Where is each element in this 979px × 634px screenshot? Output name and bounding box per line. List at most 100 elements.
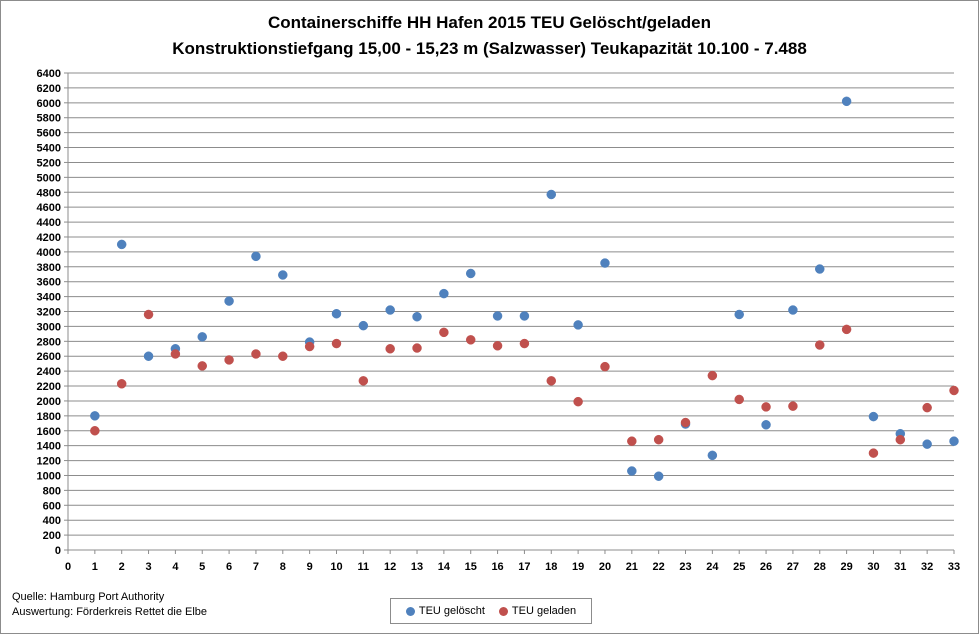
grid-lines (68, 72, 954, 536)
y-tick-label: 4800 (37, 187, 61, 199)
legend-label-geloescht: TEU gelöscht (418, 605, 485, 617)
x-tick-label: 5 (199, 561, 205, 573)
x-tick-label: 22 (653, 561, 665, 573)
data-point-geladen (224, 355, 234, 365)
data-point-geloescht (90, 411, 100, 421)
data-point-geladen (734, 394, 744, 405)
x-tick-label: 30 (867, 561, 879, 573)
tick-labels: 0200400600800100012001400160018002000220… (37, 68, 961, 573)
y-tick-label: 0 (55, 545, 61, 557)
data-point-geloescht (868, 411, 879, 422)
data-point-geladen (573, 396, 583, 407)
chart-legend: TEU gelöscht TEU geladen (390, 598, 592, 624)
y-tick-label: 200 (43, 530, 61, 542)
y-tick-label: 6400 (37, 68, 61, 80)
data-point-geloescht (734, 309, 744, 320)
y-tick-label: 2000 (37, 396, 61, 408)
data-point-geladen (439, 327, 449, 338)
legend-item-geladen: TEU geladen (498, 605, 577, 617)
data-point-geladen (707, 370, 718, 381)
x-tick-label: 27 (787, 561, 799, 573)
x-tick-label: 26 (760, 561, 772, 573)
data-point-geloescht (841, 96, 852, 107)
y-tick-label: 1200 (37, 456, 61, 468)
x-tick-label: 10 (330, 561, 342, 573)
y-tick-label: 6000 (37, 98, 61, 110)
data-point-geloescht (600, 258, 610, 268)
x-tick-label: 8 (280, 561, 286, 573)
y-tick-label: 3800 (37, 262, 61, 274)
legend-label-geladen: TEU geladen (511, 605, 577, 617)
data-point-geloescht (197, 332, 207, 342)
data-point-geloescht (761, 420, 771, 430)
y-tick-label: 400 (43, 515, 61, 527)
data-point-geladen (304, 341, 315, 352)
y-tick-label: 3000 (37, 321, 61, 333)
data-point-geladen (143, 309, 154, 320)
x-tick-label: 12 (384, 561, 396, 573)
data-point-geloescht (546, 189, 557, 200)
data-point-geladen (90, 426, 100, 436)
data-point-geladen (251, 349, 261, 359)
y-tick-label: 2800 (37, 336, 61, 348)
source-note: Quelle: Hamburg Port Authority (12, 591, 165, 603)
y-tick-label: 5000 (37, 172, 61, 184)
data-point-geloescht (116, 239, 127, 250)
data-point-geladen (331, 338, 342, 349)
data-point-geladen (868, 448, 879, 458)
data-point-geloescht (788, 305, 798, 315)
y-tick-label: 600 (43, 500, 61, 512)
y-tick-label: 1800 (37, 411, 61, 423)
x-tick-label: 2 (119, 561, 125, 573)
data-point-geladen (949, 385, 959, 396)
data-point-geladen (358, 376, 369, 386)
x-tick-label: 32 (921, 561, 933, 573)
data-point-geloescht (251, 251, 261, 262)
data-point-geladen (412, 343, 422, 353)
y-tick-label: 1400 (37, 441, 61, 453)
x-tick-label: 9 (307, 561, 313, 573)
data-point-geloescht (949, 436, 959, 446)
y-tick-label: 3600 (37, 277, 61, 289)
data-point-geladen (761, 402, 771, 412)
x-tick-label: 6 (226, 561, 232, 573)
x-tick-label: 23 (679, 561, 691, 573)
data-point-geloescht (465, 268, 476, 279)
y-tick-label: 5800 (37, 113, 61, 125)
x-tick-label: 33 (948, 561, 960, 573)
legend-marker-geladen (498, 606, 508, 616)
y-tick-label: 5200 (37, 157, 61, 169)
x-tick-label: 13 (411, 561, 423, 573)
data-point-geloescht (922, 439, 932, 449)
x-tick-label: 3 (145, 561, 151, 573)
x-tick-label: 14 (438, 561, 451, 573)
data-point-geladen (653, 434, 664, 445)
axes (64, 72, 955, 554)
x-tick-label: 21 (626, 561, 638, 573)
x-tick-label: 19 (572, 561, 584, 573)
data-points (90, 96, 959, 481)
x-tick-label: 29 (840, 561, 852, 573)
data-point-geladen (385, 344, 395, 354)
y-tick-label: 2400 (37, 366, 61, 378)
data-point-geladen (116, 379, 127, 389)
y-tick-label: 4600 (37, 202, 61, 214)
y-tick-label: 1600 (37, 426, 61, 438)
x-tick-label: 1 (92, 561, 98, 573)
data-point-geloescht (519, 311, 530, 321)
chart-notes: Quelle: Hamburg Port Authority Auswertun… (12, 590, 207, 620)
data-point-geloescht (358, 320, 369, 331)
x-tick-label: 0 (65, 561, 71, 573)
x-tick-label: 15 (465, 561, 477, 573)
x-tick-label: 17 (518, 561, 530, 573)
x-tick-label: 18 (545, 561, 557, 573)
chart-title: Containerschiffe HH Hafen 2015 TEU Gelös… (267, 13, 712, 32)
chart-subtitle: Konstruktionstiefgang 15,00 - 15,23 m (S… (172, 39, 807, 58)
data-point-geladen (197, 361, 207, 371)
x-tick-label: 20 (599, 561, 611, 573)
y-tick-label: 6200 (37, 83, 61, 95)
x-tick-label: 16 (491, 561, 503, 573)
data-point-geloescht (385, 305, 395, 315)
y-tick-label: 2200 (37, 381, 61, 393)
